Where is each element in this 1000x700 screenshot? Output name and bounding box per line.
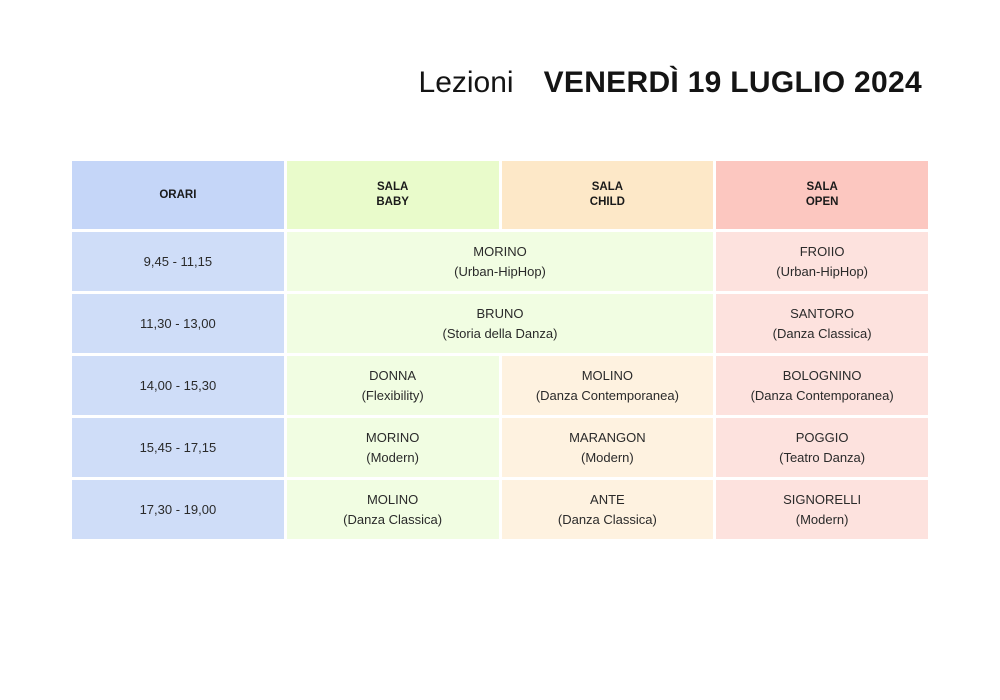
lesson-style: (Urban-HipHop) — [454, 263, 546, 279]
lesson-cell-open: POGGIO (Teatro Danza) — [716, 418, 928, 477]
teacher-name: POGGIO — [795, 429, 849, 445]
lesson-style: (Danza Contemporanea) — [535, 387, 679, 403]
header-sala-baby-line1: SALA — [376, 181, 409, 193]
lesson-cell-baby: DONNA (Flexibility) — [286, 356, 499, 415]
header-sala-open-line1: SALA — [806, 181, 838, 193]
table-row: 15,45 - 17,15 MORINO (Modern) MARANGON (… — [72, 418, 928, 477]
time-cell: 17,30 - 19,00 — [72, 480, 284, 539]
teacher-name: MARANGON — [569, 429, 646, 445]
teacher-name: SANTORO — [790, 305, 855, 321]
lesson-style: (Urban-HipHop) — [776, 263, 868, 279]
lesson-style: (Danza Classica) — [557, 511, 657, 527]
time-cell: 15,45 - 17,15 — [72, 418, 284, 477]
time-cell: 9,45 - 11,15 — [72, 232, 284, 291]
teacher-name: MORINO — [473, 243, 527, 259]
lesson-cell-child: MARANGON (Modern) — [501, 418, 714, 477]
header-sala-child-line1: SALA — [591, 181, 624, 193]
lesson-style: (Storia della Danza) — [442, 325, 558, 341]
teacher-name: BRUNO — [476, 305, 524, 321]
lesson-cell-child: ANTE (Danza Classica) — [501, 480, 714, 539]
lesson-style: (Modern) — [366, 449, 419, 465]
header-sala-baby-line2: BABY — [376, 196, 409, 208]
teacher-name: MOLINO — [581, 367, 634, 383]
header-sala-open: SALA OPEN — [716, 161, 928, 229]
time-cell: 11,30 - 13,00 — [72, 294, 284, 353]
lesson-style: (Flexibility) — [361, 387, 424, 403]
teacher-name: MOLINO — [366, 491, 419, 507]
table-row: 17,30 - 19,00 MOLINO (Danza Classica) AN… — [72, 480, 928, 539]
title-prefix: Lezioni — [418, 66, 514, 99]
lesson-style: (Danza Contemporanea) — [750, 387, 894, 403]
lesson-cell-baby: MORINO (Modern) — [286, 418, 499, 477]
teacher-name: FROIIO — [799, 243, 845, 259]
header-row: ORARI SALA BABY SALA CHILD SALA OPEN — [72, 161, 928, 229]
lesson-cell-baby: MOLINO (Danza Classica) — [286, 480, 499, 539]
title-date: VENERDÌ 19 LUGLIO 2024 — [543, 66, 922, 99]
lesson-style: (Modern) — [795, 511, 849, 527]
lesson-cell-child: MOLINO (Danza Contemporanea) — [501, 356, 714, 415]
table-row: 9,45 - 11,15 MORINO (Urban-HipHop) FROII… — [72, 232, 928, 291]
time-cell: 14,00 - 15,30 — [72, 356, 284, 415]
schedule-table: ORARI SALA BABY SALA CHILD SALA OPEN 9,4… — [69, 158, 931, 542]
teacher-name: BOLOGNINO — [782, 367, 862, 383]
lesson-cell-open: BOLOGNINO (Danza Contemporanea) — [716, 356, 928, 415]
lesson-style: (Danza Classica) — [343, 511, 443, 527]
teacher-name: ANTE — [590, 491, 625, 507]
header-sala-child: SALA CHILD — [501, 161, 714, 229]
header-orari: ORARI — [72, 161, 284, 229]
lesson-style: (Modern) — [581, 449, 634, 465]
lesson-cell-open: SIGNORELLI (Modern) — [716, 480, 928, 539]
teacher-name: DONNA — [369, 367, 417, 383]
lesson-style: (Teatro Danza) — [779, 449, 866, 465]
teacher-name: SIGNORELLI — [783, 491, 862, 507]
lesson-cell-baby-child: MORINO (Urban-HipHop) — [286, 232, 714, 291]
lesson-style: (Danza Classica) — [772, 325, 872, 341]
table-row: 14,00 - 15,30 DONNA (Flexibility) MOLINO… — [72, 356, 928, 415]
lesson-cell-open: SANTORO (Danza Classica) — [716, 294, 928, 353]
header-sala-child-line2: CHILD — [589, 196, 625, 208]
lesson-cell-baby-child: BRUNO (Storia della Danza) — [286, 294, 714, 353]
table-row: 11,30 - 13,00 BRUNO (Storia della Danza)… — [72, 294, 928, 353]
header-sala-open-line2: OPEN — [805, 196, 839, 208]
header-sala-baby: SALA BABY — [286, 161, 499, 229]
teacher-name: MORINO — [365, 429, 420, 445]
lesson-cell-open: FROIIO (Urban-HipHop) — [716, 232, 928, 291]
page-title: Lezioni VENERDÌ 19 LUGLIO 2024 — [419, 66, 922, 100]
